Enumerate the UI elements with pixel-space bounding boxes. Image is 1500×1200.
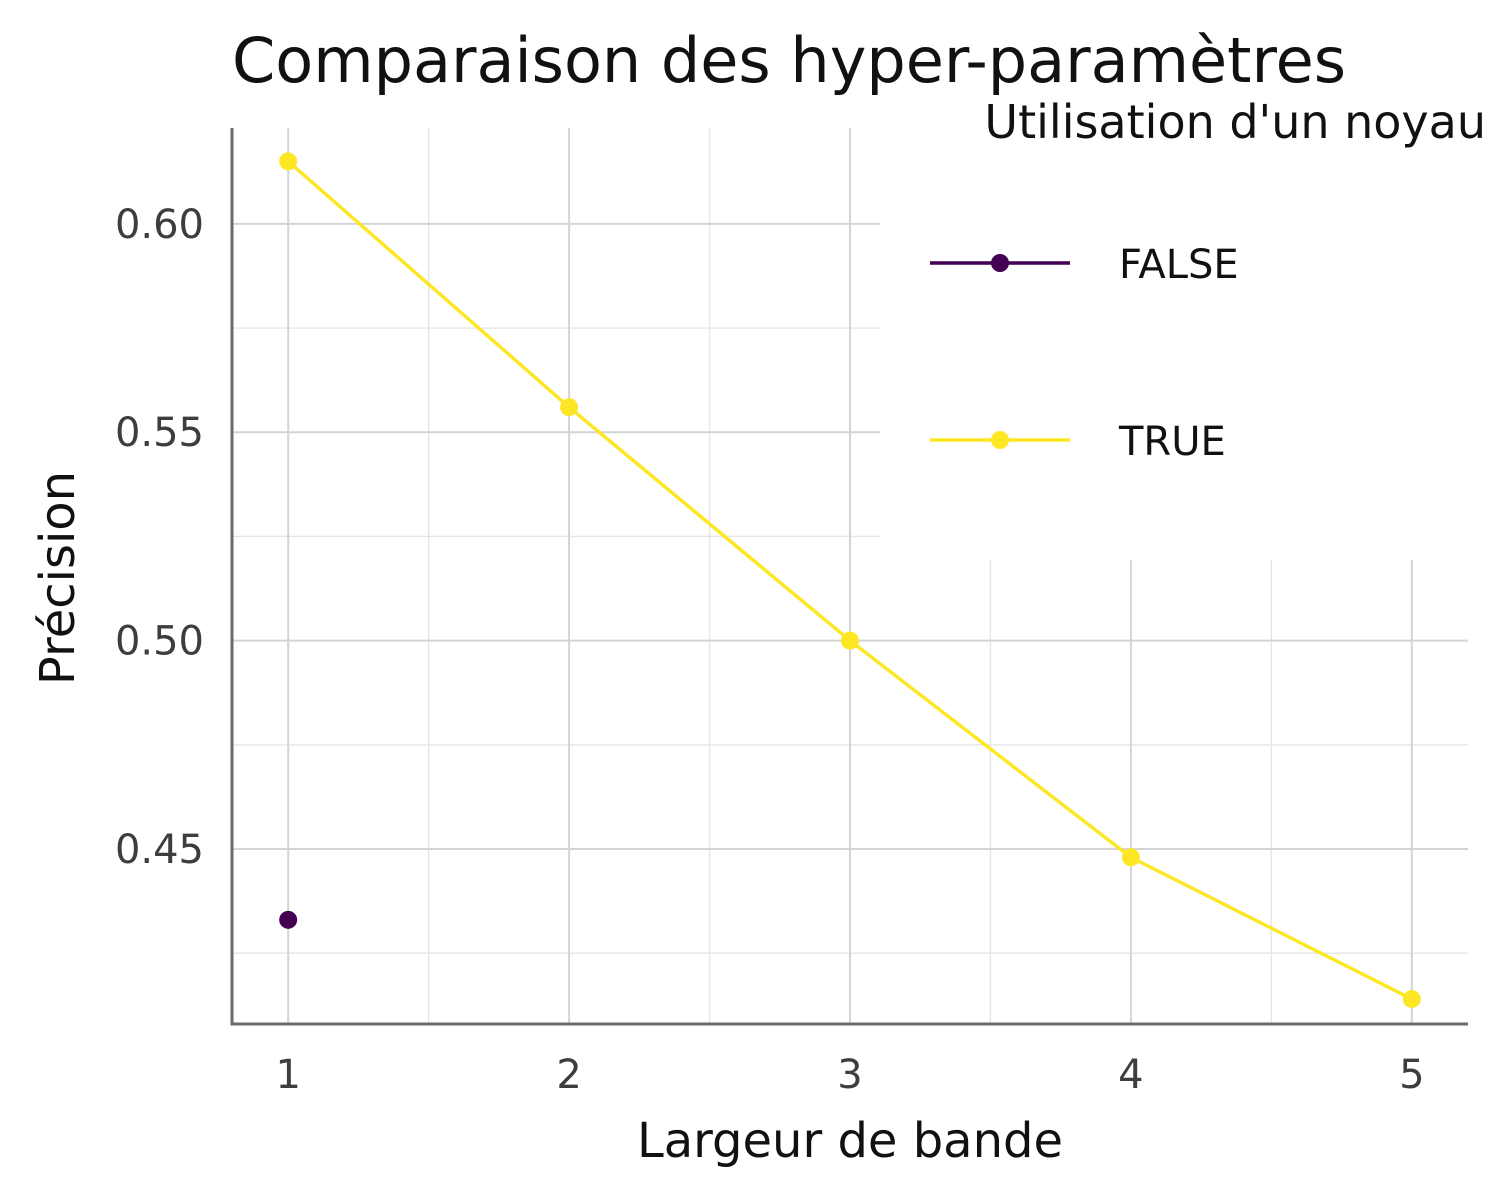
legend-key-point (991, 254, 1009, 272)
chart-title: Comparaison des hyper-paramètres (232, 24, 1346, 97)
x-axis-title: Largeur de bande (637, 1113, 1063, 1169)
x-tick-label: 4 (1118, 1052, 1143, 1098)
legend-label-true: TRUE (1118, 419, 1226, 465)
data-point-true (841, 631, 859, 650)
series (279, 152, 1421, 1008)
data-point-true (560, 398, 579, 417)
legend-key-point (991, 431, 1009, 449)
y-tick-label: 0.50 (115, 619, 204, 665)
x-tick-label: 3 (837, 1052, 862, 1098)
legend: Utilisation d'un noyau FALSE TRUE (930, 95, 1486, 465)
legend-items: FALSE TRUE (930, 242, 1239, 465)
axes (230, 128, 1468, 1026)
data-point-true (1402, 989, 1421, 1008)
legend-box (880, 88, 1500, 560)
x-tick-label: 2 (556, 1052, 581, 1098)
tick-labels: 1 2 3 4 5 0.45 0.50 0.55 0.60 (115, 202, 1425, 1098)
y-tick-label: 0.55 (115, 410, 204, 456)
legend-item-true: TRUE (930, 419, 1226, 465)
x-tick-label: 5 (1399, 1052, 1424, 1098)
y-tick-label: 0.45 (115, 827, 204, 873)
legend-item-false: FALSE (930, 242, 1239, 288)
legend-title: Utilisation d'un noyau (984, 95, 1486, 149)
data-point-true (279, 152, 298, 171)
y-axis-title: Précision (30, 471, 86, 685)
x-tick-label: 1 (275, 1052, 300, 1098)
data-point-true (1121, 848, 1140, 867)
legend-background (880, 88, 1500, 560)
legend-label-false: FALSE (1119, 242, 1239, 288)
y-tick-label: 0.60 (115, 202, 204, 248)
data-point-false (279, 910, 298, 929)
